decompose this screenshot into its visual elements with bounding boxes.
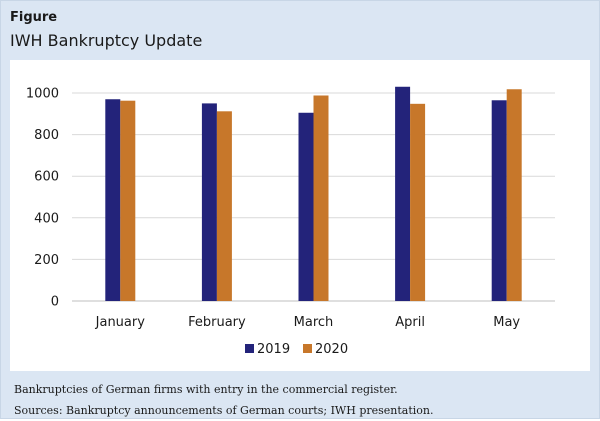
bar-2020-may bbox=[506, 89, 522, 301]
note-description: Bankruptcies of German firms with entry … bbox=[14, 383, 398, 396]
y-tick-label: 200 bbox=[34, 253, 59, 268]
y-tick-label: 400 bbox=[34, 211, 59, 226]
bar-2020-january bbox=[120, 100, 136, 301]
bar-2020-march bbox=[313, 95, 329, 301]
bar-chart: 0 200 400 600 800 1000 January February March Ap… bbox=[26, 86, 555, 357]
y-axis-ticks: 0 200 400 600 800 1000 bbox=[26, 87, 59, 310]
legend-swatch-2020 bbox=[303, 344, 312, 353]
x-tick-label: April bbox=[395, 315, 425, 330]
y-tick-label: 600 bbox=[34, 170, 59, 185]
x-tick-label: February bbox=[188, 315, 246, 330]
legend: 2019 2020 bbox=[245, 342, 348, 357]
bar-2019-january bbox=[105, 99, 121, 301]
figure-title: IWH Bankruptcy Update bbox=[10, 31, 203, 50]
legend-swatch-2019 bbox=[245, 344, 254, 353]
bar-2019-february bbox=[201, 103, 217, 302]
figure-label: Figure bbox=[10, 10, 58, 25]
figure-notes: Bankruptcies of German firms with entry … bbox=[14, 379, 433, 421]
bar-2019-april bbox=[395, 86, 411, 301]
bars bbox=[105, 86, 522, 302]
y-tick-label: 800 bbox=[34, 128, 59, 143]
bar-2019-may bbox=[491, 100, 507, 301]
chart-panel: 0 200 400 600 800 1000 January February March Ap… bbox=[10, 60, 590, 371]
legend-label-2020: 2020 bbox=[315, 342, 348, 357]
y-tick-label: 0 bbox=[51, 295, 59, 310]
note-sources: Sources: Bankruptcy announcements of Ger… bbox=[14, 404, 434, 417]
bar-2020-april bbox=[410, 103, 426, 301]
x-tick-label: March bbox=[294, 315, 334, 330]
x-axis-ticks: January February March April May bbox=[95, 315, 521, 330]
y-tick-label: 1000 bbox=[26, 87, 59, 102]
bar-2020-february bbox=[216, 111, 232, 301]
legend-label-2019: 2019 bbox=[257, 342, 290, 357]
x-tick-label: May bbox=[493, 315, 520, 330]
bar-2019-march bbox=[298, 112, 314, 301]
x-tick-label: January bbox=[95, 315, 146, 330]
